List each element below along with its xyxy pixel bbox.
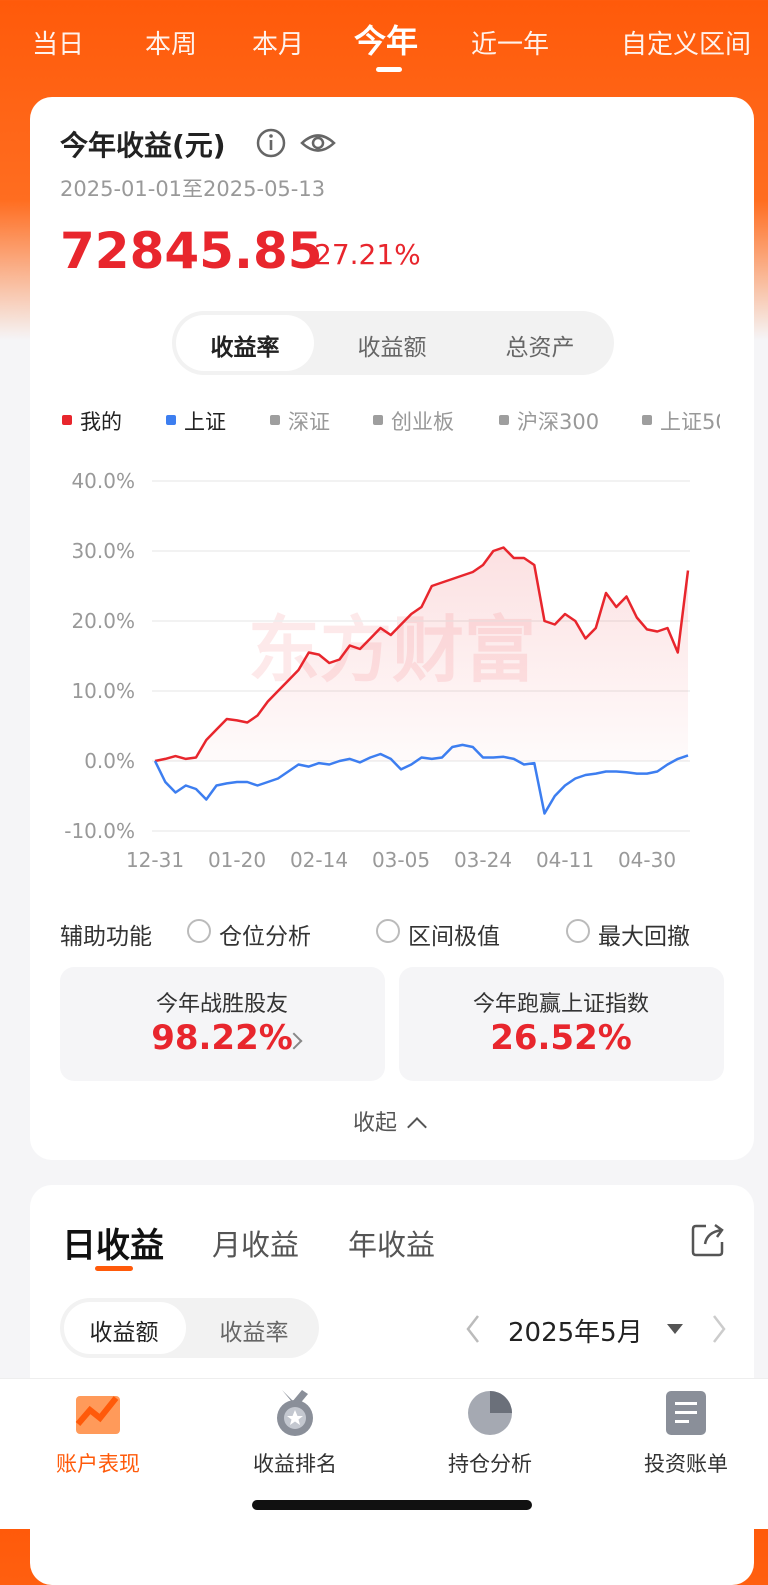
stat-box[interactable] <box>60 967 385 1081</box>
daily-underline <box>95 1266 133 1271</box>
stat-value: 26.52% <box>490 1018 632 1058</box>
period-tab[interactable]: 近一年 <box>471 30 550 60</box>
legend-label[interactable]: 上证50 <box>660 410 720 434</box>
legend-swatch <box>166 415 176 425</box>
home-indicator <box>252 1500 532 1510</box>
stat-value: 98.22% <box>151 1018 293 1058</box>
y-tick-label: 10.0% <box>71 679 135 703</box>
nav-icon-ranking <box>277 1390 313 1436</box>
legend-swatch <box>373 415 383 425</box>
metric-tab[interactable]: 收益率 <box>210 335 280 361</box>
nav-icon-holdings <box>468 1391 512 1435</box>
legend-swatch <box>499 415 509 425</box>
y-tick-label: 0.0% <box>84 749 135 773</box>
legend-swatch <box>270 415 280 425</box>
eye-icon[interactable] <box>300 134 336 152</box>
chart: 东方财富 -10.0%0.0%10.0%20.0%30.0%40.0%12-31… <box>64 469 690 872</box>
period-tab[interactable]: 本月 <box>252 30 305 60</box>
share-icon[interactable] <box>690 1222 726 1258</box>
x-tick-label: 03-05 <box>372 848 430 872</box>
x-tick-label: 04-11 <box>536 848 594 872</box>
active-underline <box>376 67 402 72</box>
daily-tab[interactable]: 月收益 <box>212 1228 300 1262</box>
tool-option[interactable]: 区间极值 <box>408 924 500 950</box>
y-tick-label: 40.0% <box>71 469 135 493</box>
legend-label[interactable]: 我的 <box>80 410 122 434</box>
tool-option[interactable]: 仓位分析 <box>219 924 311 950</box>
x-tick-label: 04-30 <box>618 848 676 872</box>
y-tick-label: 30.0% <box>71 539 135 563</box>
stat-box[interactable] <box>399 967 724 1081</box>
daily-tab[interactable]: 日收益 <box>62 1226 164 1266</box>
stat-label: 今年跑赢上证指数 <box>472 992 650 1017</box>
month-dropdown[interactable] <box>667 1324 683 1334</box>
legend-swatch <box>642 415 652 425</box>
period-tab[interactable]: 今年 <box>354 22 419 60</box>
rate: 27.21% <box>314 238 421 271</box>
value-switch: 收益额 收益率 <box>60 1298 319 1358</box>
legend-swatch <box>62 415 72 425</box>
nav-icon-performance <box>75 1396 120 1434</box>
nav-label[interactable]: 投资账单 <box>644 1452 728 1476</box>
metric-active-pill <box>176 315 314 371</box>
legend-label[interactable]: 创业板 <box>391 410 454 434</box>
prev-month[interactable] <box>466 1315 479 1343</box>
collapse-text: 收起 <box>353 1111 398 1136</box>
tool-option[interactable]: 最大回撤 <box>598 924 690 950</box>
metric-tab[interactable]: 收益额 <box>357 335 427 361</box>
x-tick-label: 12-31 <box>126 848 184 872</box>
stat-label: 今年战胜股友 <box>155 992 289 1017</box>
nav-label[interactable]: 收益排名 <box>253 1452 337 1476</box>
date-range: 2025-01-01至2025-05-13 <box>60 177 326 201</box>
period-tab[interactable]: 当日 <box>32 30 85 60</box>
y-tick-label: 20.0% <box>71 609 135 633</box>
nav-label[interactable]: 账户表现 <box>56 1452 140 1476</box>
series-line <box>153 743 689 815</box>
series-line <box>154 546 690 763</box>
month[interactable]: 2025年5月 <box>508 1318 643 1348</box>
x-tick-label: 03-24 <box>454 848 512 872</box>
radio[interactable] <box>566 919 590 943</box>
x-tick-label: 02-14 <box>290 848 348 872</box>
collapse[interactable]: 收起 <box>353 1105 427 1137</box>
month-picker-icons <box>466 1315 726 1343</box>
radio[interactable] <box>376 919 400 943</box>
tools-label: 辅助功能 <box>60 924 152 950</box>
nav-label[interactable]: 持仓分析 <box>448 1452 532 1476</box>
next-month[interactable] <box>713 1315 726 1343</box>
legend: 我的 上证 深证 创业板 沪深300 上证50 <box>60 405 720 437</box>
radio[interactable] <box>187 919 211 943</box>
icons <box>256 128 336 158</box>
daily-tab[interactable]: 年收益 <box>348 1228 436 1262</box>
summary-title: 今年收益(元) <box>60 129 226 162</box>
series-area <box>155 547 688 761</box>
info-icon[interactable] <box>256 128 286 158</box>
nav-icons <box>75 1390 706 1436</box>
metric-switch: 收益率 收益额 总资产 <box>172 311 614 375</box>
legend-label[interactable]: 上证 <box>184 410 226 434</box>
amount: 72845.85 <box>60 222 323 280</box>
chevron-up <box>407 1117 427 1137</box>
toggle-option[interactable]: 收益率 <box>219 1320 289 1346</box>
toggle-active-pill <box>64 1302 186 1354</box>
page: 今年收益(元) 2025-01-01至2025-05-13 72845.85 2… <box>0 0 768 1528</box>
x-tick-label: 01-20 <box>208 848 266 872</box>
legend-label[interactable]: 深证 <box>288 410 330 434</box>
period-tab[interactable]: 本周 <box>145 30 198 60</box>
legend-label[interactable]: 沪深300 <box>517 410 600 434</box>
metric-tab[interactable]: 总资产 <box>505 335 575 361</box>
toggle-option[interactable]: 收益额 <box>89 1320 159 1346</box>
period-tab[interactable]: 自定义区间 <box>621 30 752 60</box>
nav-icon-bill <box>666 1391 706 1435</box>
y-tick-label: -10.0% <box>64 819 135 843</box>
